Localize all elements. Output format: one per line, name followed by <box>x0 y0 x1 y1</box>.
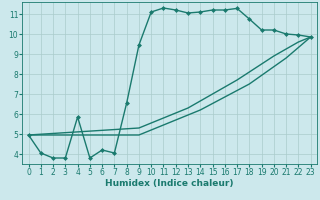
X-axis label: Humidex (Indice chaleur): Humidex (Indice chaleur) <box>105 179 234 188</box>
